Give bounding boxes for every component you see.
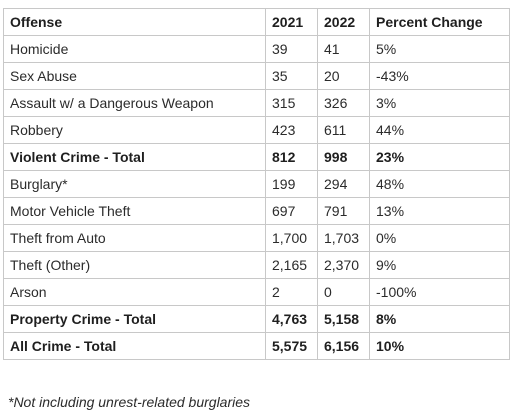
percent-change-cell: 0%: [369, 224, 510, 252]
percent-change-cell: 23%: [369, 143, 510, 171]
offense-cell: All Crime - Total: [3, 332, 266, 360]
percent-change-cell: 48%: [369, 170, 510, 198]
value-2021-cell: 2: [265, 278, 318, 306]
value-2022-cell: 2,370: [317, 251, 370, 279]
value-2022-cell: 6,156: [317, 332, 370, 360]
percent-change-cell: 44%: [369, 116, 510, 144]
value-2022-cell: 1,703: [317, 224, 370, 252]
value-2021-cell: 812: [265, 143, 318, 171]
offense-cell: Theft (Other): [3, 251, 266, 279]
table-row: Burglary* 199 294 48%: [3, 170, 510, 198]
value-2022-cell: 0: [317, 278, 370, 306]
offense-cell: Homicide: [3, 35, 266, 63]
value-2021-cell: 423: [265, 116, 318, 144]
value-2022-cell: 41: [317, 35, 370, 63]
value-2022-cell: 294: [317, 170, 370, 198]
table-row: Property Crime - Total 4,763 5,158 8%: [3, 305, 510, 333]
value-2022-cell: 326: [317, 89, 370, 117]
table-row: Theft from Auto 1,700 1,703 0%: [3, 224, 510, 252]
value-2022-cell: 611: [317, 116, 370, 144]
percent-change-cell: 10%: [369, 332, 510, 360]
percent-change-cell: 13%: [369, 197, 510, 225]
value-2021-cell: 4,763: [265, 305, 318, 333]
percent-change-cell: -100%: [369, 278, 510, 306]
crime-statistics-table: Offense 2021 2022 Percent Change Homicid…: [3, 8, 510, 360]
offense-cell: Motor Vehicle Theft: [3, 197, 266, 225]
header-2022: 2022: [317, 8, 370, 36]
value-2022-cell: 20: [317, 62, 370, 90]
table-row: Theft (Other) 2,165 2,370 9%: [3, 251, 510, 279]
percent-change-cell: -43%: [369, 62, 510, 90]
percent-change-cell: 8%: [369, 305, 510, 333]
offense-cell: Sex Abuse: [3, 62, 266, 90]
value-2021-cell: 315: [265, 89, 318, 117]
value-2021-cell: 39: [265, 35, 318, 63]
offense-cell: Assault w/ a Dangerous Weapon: [3, 89, 266, 117]
table-header-row: Offense 2021 2022 Percent Change: [3, 8, 510, 36]
table-body: Homicide 39 41 5% Sex Abuse 35 20 -43% Assault w…: [3, 35, 510, 360]
value-2022-cell: 998: [317, 143, 370, 171]
offense-cell: Property Crime - Total: [3, 305, 266, 333]
value-2021-cell: 199: [265, 170, 318, 198]
value-2021-cell: 5,575: [265, 332, 318, 360]
offense-cell: Burglary*: [3, 170, 266, 198]
value-2021-cell: 35: [265, 62, 318, 90]
value-2021-cell: 2,165: [265, 251, 318, 279]
header-2021: 2021: [265, 8, 318, 36]
footnote: *Not including unrest-related burglaries: [8, 394, 251, 410]
table-row: Assault w/ a Dangerous Weapon 315 326 3%: [3, 89, 510, 117]
table-row: Sex Abuse 35 20 -43%: [3, 62, 510, 90]
header-offense: Offense: [3, 8, 266, 36]
table-row: All Crime - Total 5,575 6,156 10%: [3, 332, 510, 360]
header-percent-change: Percent Change: [369, 8, 510, 36]
crime-statistics-table-container: Offense 2021 2022 Percent Change Homicid…: [3, 8, 510, 360]
table-row: Violent Crime - Total 812 998 23%: [3, 143, 510, 171]
percent-change-cell: 5%: [369, 35, 510, 63]
offense-cell: Theft from Auto: [3, 224, 266, 252]
offense-cell: Arson: [3, 278, 266, 306]
percent-change-cell: 9%: [369, 251, 510, 279]
value-2022-cell: 791: [317, 197, 370, 225]
table-row: Robbery 423 611 44%: [3, 116, 510, 144]
table-row: Homicide 39 41 5%: [3, 35, 510, 63]
value-2021-cell: 697: [265, 197, 318, 225]
offense-cell: Robbery: [3, 116, 266, 144]
offense-cell: Violent Crime - Total: [3, 143, 266, 171]
value-2021-cell: 1,700: [265, 224, 318, 252]
table-row: Arson 2 0 -100%: [3, 278, 510, 306]
table-row: Motor Vehicle Theft 697 791 13%: [3, 197, 510, 225]
percent-change-cell: 3%: [369, 89, 510, 117]
value-2022-cell: 5,158: [317, 305, 370, 333]
